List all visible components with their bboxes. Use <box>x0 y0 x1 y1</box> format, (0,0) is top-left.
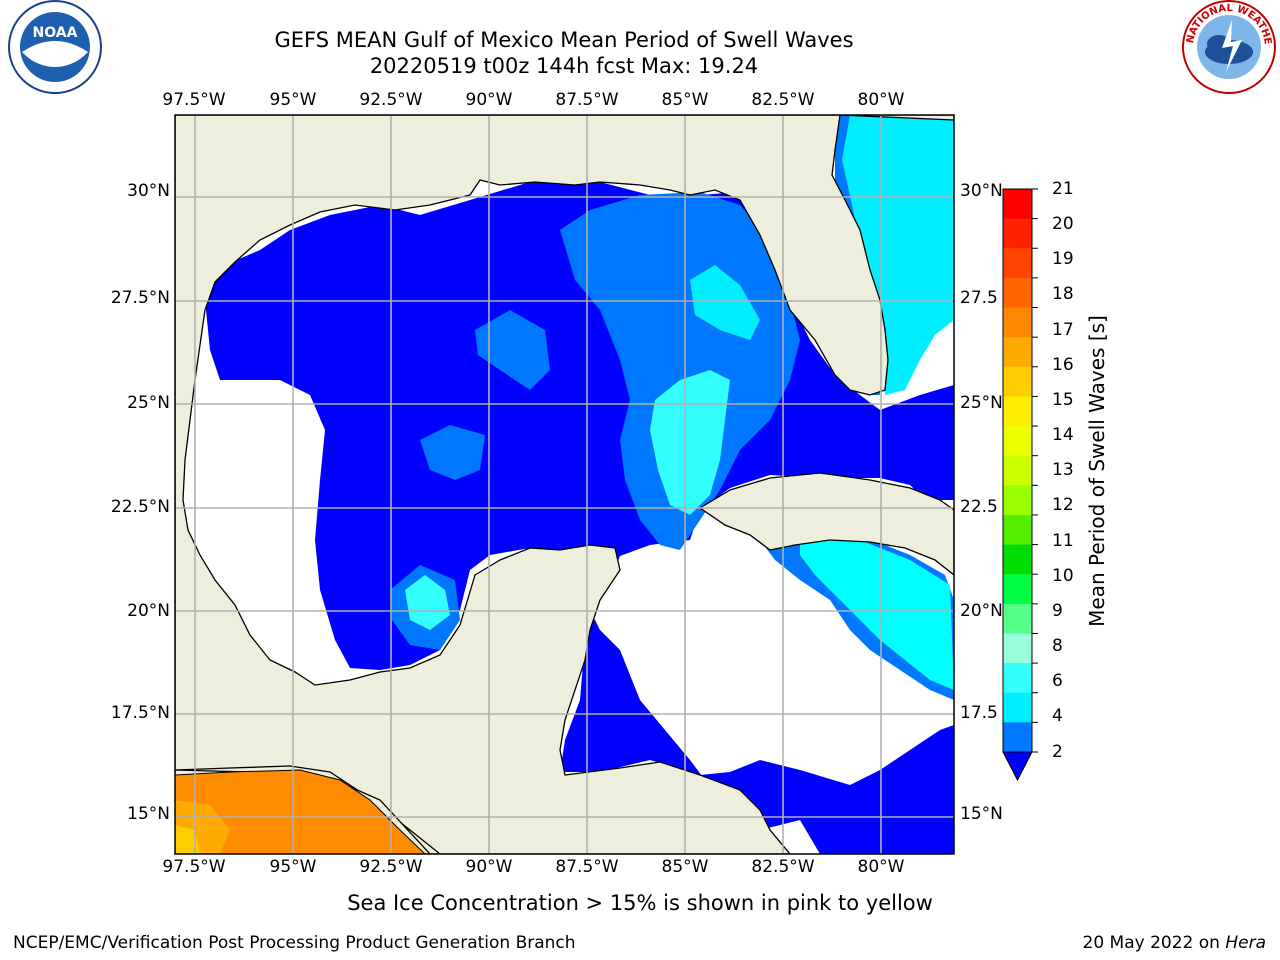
lat-label-left: 20°N <box>127 601 170 621</box>
colorbar-tick-label: 15 <box>1052 390 1074 410</box>
colorbar-segment <box>1003 514 1032 546</box>
gridlines <box>175 115 954 854</box>
lon-label-top: 97.5°W <box>162 90 226 110</box>
colorbar-segment <box>1003 248 1032 279</box>
chart-subtitle: 20220519 t00z 144h fcst Max: 19.24 <box>369 54 759 78</box>
lon-label-bottom: 92.5°W <box>359 857 423 877</box>
swell-region-4-6s <box>560 192 800 550</box>
lon-label-top: 87.5°W <box>555 90 619 110</box>
colorbar-segment <box>1003 603 1032 635</box>
colorbar-segment <box>1003 544 1032 575</box>
colorbar-tick-label: 9 <box>1052 601 1063 621</box>
colorbar-segment <box>1003 189 1032 220</box>
lon-label-bottom: 80°W <box>857 857 905 877</box>
colorbar-segment <box>1003 455 1032 486</box>
colorbar-tick-label: 21 <box>1052 179 1074 199</box>
colorbar-segment <box>1003 277 1032 309</box>
colorbar-segment <box>1003 692 1032 723</box>
colorbar-tick-label: 20 <box>1052 214 1074 234</box>
footer-host: Hera <box>1225 933 1266 953</box>
colorbar-segment <box>1003 426 1032 457</box>
lat-label-left: 30°N <box>127 181 170 201</box>
lat-label-left: 22.5°N <box>110 497 170 517</box>
lat-label-right: 17.5 <box>960 703 998 723</box>
colorbar-tick-label: 10 <box>1052 566 1074 586</box>
swell-region-4-6s-b <box>475 310 550 390</box>
colorbar-tick-label: 18 <box>1052 284 1074 304</box>
lon-label-bottom: 85°W <box>661 857 709 877</box>
swell-region-6-8s-c <box>405 575 450 630</box>
sea-ice-region-gold <box>175 825 200 854</box>
colorbar-segment <box>1003 396 1032 427</box>
colorbar-segment <box>1003 337 1032 368</box>
lat-label-left: 15°N <box>127 804 170 824</box>
colorbar-extend-arrow <box>1002 751 1033 782</box>
lat-label-right: 30°N <box>960 181 1003 201</box>
colorbar-segment <box>1003 307 1032 338</box>
colorbar-tick-label: 13 <box>1052 460 1074 480</box>
nws-logo: NATIONAL WEATHER SERVICE <box>0 0 1276 94</box>
lon-label-bottom: 97.5°W <box>162 857 226 877</box>
lat-label-left: 27.5°N <box>110 288 170 308</box>
lat-label-right: 25°N <box>960 393 1003 413</box>
lon-label-bottom: 82.5°W <box>751 857 815 877</box>
colorbar-segment <box>1003 574 1032 605</box>
lon-label-top: 85°W <box>661 90 709 110</box>
noaa-logo-text: NOAA <box>33 25 78 41</box>
lon-label-top: 82.5°W <box>751 90 815 110</box>
colorbar-segment <box>1003 366 1032 398</box>
atlantic-swell <box>838 115 954 395</box>
colorbar-tick-label: 6 <box>1052 671 1063 691</box>
swell-region-6-8s <box>650 370 730 515</box>
lon-label-top: 80°W <box>857 90 905 110</box>
colorbar-tick-label: 4 <box>1052 706 1063 726</box>
lon-label-top: 90°W <box>465 90 513 110</box>
footer-date-text: 20 May 2022 on <box>1082 933 1226 953</box>
colorbar-segment <box>1003 663 1032 694</box>
lat-label-right: 20°N <box>960 601 1003 621</box>
lat-label-right: 15°N <box>960 804 1003 824</box>
colorbar-segment <box>1003 218 1032 249</box>
colorbar-segment <box>1003 722 1032 753</box>
lon-label-bottom: 90°W <box>465 857 513 877</box>
lon-label-bottom: 95°W <box>269 857 317 877</box>
sea-ice-region <box>175 769 426 854</box>
footer-credit: NCEP/EMC/Verification Post Processing Pr… <box>13 933 576 953</box>
colorbar-tick-label: 2 <box>1052 742 1063 762</box>
nws-logo-text: NATIONAL WEATHER SERVICE <box>0 0 1273 45</box>
land-cuba <box>698 472 954 576</box>
colorbar-tick-label: 8 <box>1052 636 1063 656</box>
lon-label-bottom: 87.5°W <box>555 857 619 877</box>
lon-label-top: 95°W <box>269 90 317 110</box>
colorbar-title: Mean Period of Swell Waves [s] <box>1085 315 1109 627</box>
colorbar-frame <box>1002 188 1033 753</box>
sea-ice-note: Sea Ice Concentration > 15% is shown in … <box>347 891 933 915</box>
svg-text:NATIONAL WEATHER SERVICE: NATIONAL WEATHER SERVICE <box>0 0 1273 45</box>
footer-date: 20 May 2022 on Hera <box>1083 933 1267 953</box>
caribbean-swell-cyan <box>800 535 954 690</box>
lat-label-right: 27.5 <box>960 288 998 308</box>
colorbar-tick-label: 17 <box>1052 320 1074 340</box>
swell-region-4-6s-c <box>420 425 485 480</box>
noaa-logo: NOAA <box>8 0 102 94</box>
lat-label-right: 22.5 <box>960 497 998 517</box>
chart-title: GEFS MEAN Gulf of Mexico Mean Period of … <box>274 28 854 52</box>
colorbar-tick-label: 14 <box>1052 425 1074 445</box>
colorbar-tick-label: 16 <box>1052 355 1074 375</box>
lon-label-top: 92.5°W <box>359 90 423 110</box>
lat-label-left: 17.5°N <box>110 703 170 723</box>
colorbar-segment <box>1003 485 1032 516</box>
colorbar-tick-label: 11 <box>1052 531 1074 551</box>
map-frame <box>174 114 955 855</box>
colorbar-tick-label: 12 <box>1052 495 1074 515</box>
colorbar <box>1002 188 1038 782</box>
colorbar-tick-label: 19 <box>1052 249 1074 269</box>
lat-label-left: 25°N <box>127 393 170 413</box>
colorbar-segment <box>1003 633 1032 664</box>
swell-region-6-8s-b <box>690 265 760 340</box>
